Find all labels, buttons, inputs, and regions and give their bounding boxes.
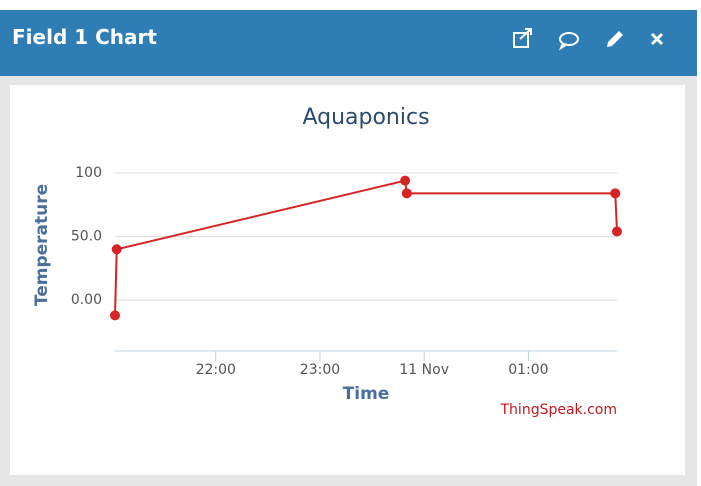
- x-tick-label: 01:00: [508, 362, 548, 378]
- data-point: [610, 188, 621, 199]
- header-icons: [513, 28, 664, 51]
- y-tick-label: 100: [75, 165, 102, 181]
- x-axis-title: Time: [343, 384, 390, 404]
- close-icon[interactable]: [650, 32, 664, 46]
- credit: ThingSpeak.com: [500, 402, 618, 418]
- widget-title: Field 1 Chart: [12, 25, 157, 49]
- data-point: [110, 310, 120, 321]
- x-tick-label: 11 Nov: [399, 362, 449, 378]
- edit-icon[interactable]: [607, 31, 623, 47]
- x-tick-label: 23:00: [300, 362, 340, 378]
- widget-header: Field 1 Chart: [0, 10, 697, 76]
- chart-title: Aquaponics: [302, 105, 429, 130]
- series-line: [114, 179, 618, 316]
- y-tick-label: 0.00: [71, 292, 102, 308]
- data-point: [401, 188, 412, 199]
- open-icon[interactable]: [513, 28, 532, 48]
- data-point: [111, 244, 122, 255]
- chart: Aquaponics Time Temperature ThingSpeak.c…: [32, 105, 622, 418]
- y-tick-label: 50.0: [71, 229, 102, 245]
- widget: Field 1 Chart Aquaponics Time Temperatur…: [0, 10, 697, 486]
- data-point: [400, 175, 411, 186]
- chart-card: Aquaponics Time Temperature ThingSpeak.c…: [10, 85, 685, 475]
- y-axis-title: Temperature: [32, 184, 52, 306]
- data-point: [612, 226, 622, 237]
- comment-icon[interactable]: [558, 32, 579, 51]
- x-tick-label: 22:00: [196, 362, 236, 378]
